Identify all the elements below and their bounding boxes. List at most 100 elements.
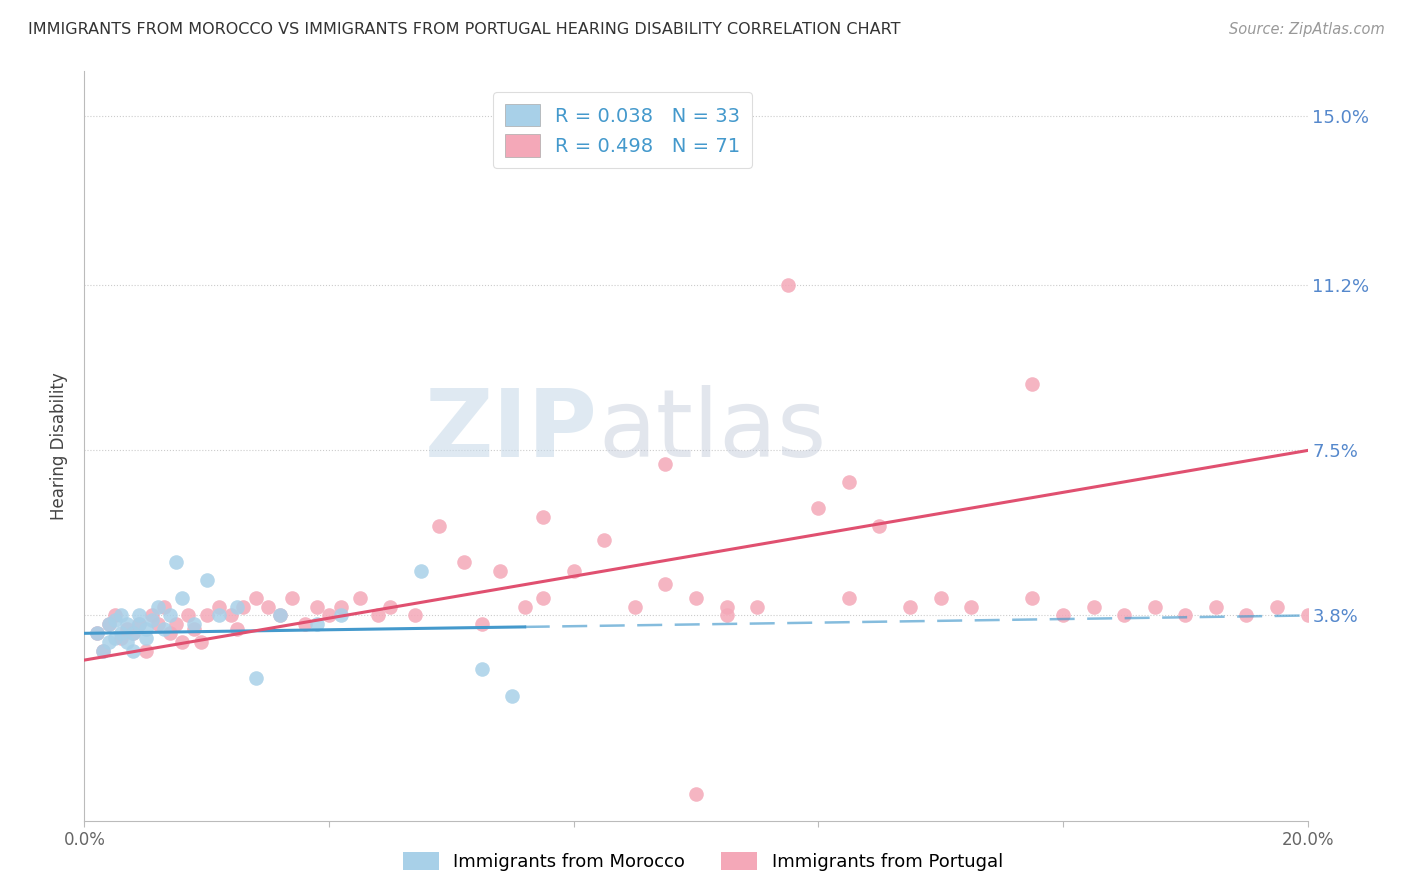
Point (1114, 608, 1136, 623)
Point (318, 608, 340, 623)
Point (135, 631, 157, 645)
Point (453, 555, 475, 569)
Point (97, 617, 120, 632)
Point (172, 591, 194, 605)
Point (245, 671, 267, 685)
Point (716, 608, 738, 623)
Point (159, 626, 181, 640)
Point (624, 599, 647, 614)
Point (1143, 599, 1166, 614)
Point (1052, 608, 1074, 623)
Point (159, 608, 181, 623)
Point (128, 617, 150, 632)
Point (427, 519, 450, 533)
Point (409, 564, 432, 578)
Point (219, 608, 242, 623)
Point (91, 644, 114, 658)
Point (195, 573, 218, 587)
Point (97, 617, 120, 632)
Point (190, 635, 212, 649)
Point (593, 533, 616, 547)
Point (165, 555, 187, 569)
Point (245, 591, 267, 605)
Point (685, 591, 707, 605)
Point (380, 599, 402, 614)
Point (86, 626, 108, 640)
Point (349, 591, 371, 605)
Point (208, 608, 231, 623)
Point (685, 787, 707, 801)
Text: IMMIGRANTS FROM MOROCCO VS IMMIGRANTS FROM PORTUGAL HEARING DISABILITY CORRELATI: IMMIGRANTS FROM MOROCCO VS IMMIGRANTS FR… (28, 22, 901, 37)
Point (489, 564, 512, 578)
Point (110, 608, 132, 623)
Point (232, 599, 254, 614)
Legend: R = 0.038   N = 33, R = 0.498   N = 71: R = 0.038 N = 33, R = 0.498 N = 71 (494, 92, 752, 169)
Point (208, 599, 231, 614)
Point (305, 599, 328, 614)
Point (115, 635, 138, 649)
Point (128, 617, 150, 632)
Point (183, 617, 205, 632)
Point (1236, 608, 1258, 623)
Point (960, 599, 983, 614)
Point (135, 644, 157, 658)
Point (135, 622, 157, 636)
Point (122, 626, 145, 640)
Point (404, 608, 426, 623)
Point (367, 608, 389, 623)
Point (1021, 591, 1043, 605)
Point (165, 617, 187, 632)
Point (531, 510, 554, 524)
Point (146, 599, 169, 614)
Point (183, 622, 205, 636)
Point (471, 662, 494, 676)
Point (838, 591, 860, 605)
Point (141, 613, 163, 627)
Point (898, 599, 921, 614)
Point (86, 626, 108, 640)
Point (172, 635, 194, 649)
Point (110, 631, 132, 645)
Text: atlas: atlas (598, 385, 827, 477)
Point (1174, 608, 1197, 623)
Point (654, 457, 676, 471)
Point (153, 599, 176, 614)
Point (531, 591, 554, 605)
Point (654, 577, 676, 591)
Point (502, 689, 524, 703)
Point (177, 608, 200, 623)
Point (104, 608, 127, 623)
Point (330, 599, 353, 614)
Point (305, 617, 328, 632)
Point (869, 519, 891, 533)
Point (269, 608, 291, 623)
Point (838, 475, 860, 489)
Point (146, 617, 169, 632)
Point (226, 599, 249, 614)
Point (471, 617, 494, 632)
Point (1265, 599, 1288, 614)
Point (141, 608, 163, 623)
Point (330, 608, 353, 623)
Point (929, 591, 952, 605)
Point (1021, 376, 1043, 391)
Point (104, 631, 127, 645)
Point (153, 622, 176, 636)
Text: Source: ZipAtlas.com: Source: ZipAtlas.com (1229, 22, 1385, 37)
Point (257, 599, 280, 614)
Point (110, 626, 132, 640)
Point (294, 617, 316, 632)
Point (128, 608, 150, 623)
Point (115, 617, 138, 632)
Point (807, 501, 830, 516)
Point (226, 622, 249, 636)
Point (747, 599, 769, 614)
Point (122, 626, 145, 640)
Point (97, 635, 120, 649)
Point (513, 599, 536, 614)
Point (1083, 599, 1105, 614)
Point (562, 564, 585, 578)
Point (195, 608, 218, 623)
Text: ZIP: ZIP (425, 385, 598, 477)
Point (281, 591, 304, 605)
